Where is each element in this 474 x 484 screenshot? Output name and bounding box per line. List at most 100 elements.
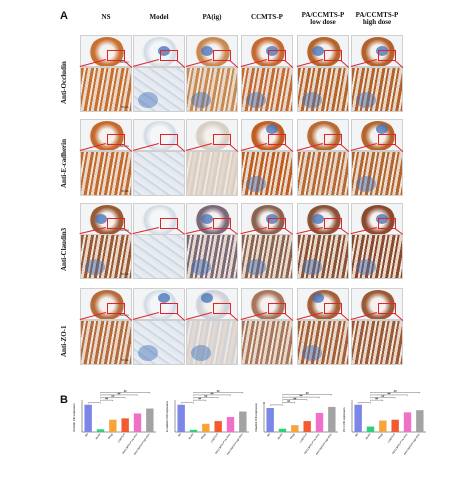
- zoom-region-box: [324, 50, 342, 61]
- hematoxylin-region: [201, 46, 213, 56]
- bar: [303, 421, 311, 432]
- magnified-micrograph: [186, 151, 238, 196]
- iod-bar-chart: Claudin3 IOD expression NS Model PA(ig) CCMT…: [252, 391, 344, 483]
- hematoxylin-region: [201, 293, 213, 303]
- bar: [146, 408, 154, 432]
- row-label: Anti-Occludin: [60, 60, 68, 104]
- significance-bracket: [100, 397, 126, 399]
- zoom-region-box: [213, 218, 231, 229]
- zoom-region-box: [268, 218, 286, 229]
- hematoxylin-region: [138, 345, 158, 361]
- overview-micrograph: [241, 119, 293, 151]
- magnified-micrograph: [297, 320, 349, 365]
- overview-micrograph: [241, 288, 293, 320]
- overview-micrograph: [351, 35, 403, 67]
- zoom-region-box: [378, 218, 396, 229]
- overview-micrograph: [351, 119, 403, 151]
- column-header-line: CCMTS-P: [251, 13, 283, 21]
- zoom-region-box: [268, 50, 286, 61]
- overview-micrograph: [297, 288, 349, 320]
- hematoxylin-region: [246, 259, 266, 275]
- overview-micrograph: [241, 203, 293, 235]
- magnified-micrograph: [241, 151, 293, 196]
- zoom-region-box: [324, 218, 342, 229]
- chart-svg: Claudin3 IOD expression NS Model PA(ig) CCMT…: [254, 391, 338, 456]
- significance-bracket: [282, 396, 320, 399]
- x-tick-label: NS: [355, 433, 360, 438]
- overview-micrograph: [133, 119, 185, 151]
- significance-bracket: [193, 399, 207, 402]
- hematoxylin-region: [356, 259, 376, 275]
- overview-micrograph: [297, 203, 349, 235]
- scale-bar-label: 500um: [119, 313, 129, 317]
- bar: [177, 404, 185, 432]
- column-header: CCMTS-P: [241, 14, 293, 21]
- magnified-micrograph: [186, 234, 238, 279]
- overview-micrograph: [297, 35, 349, 67]
- x-tick-label: NS: [178, 433, 183, 438]
- significance-marker: ##: [198, 397, 201, 401]
- zoom-region-box: [324, 134, 342, 145]
- hematoxylin-region: [312, 46, 324, 56]
- column-header: PA/CCMTS-P high dose: [351, 12, 403, 26]
- scale-bar-label: 500um: [119, 60, 129, 64]
- hematoxylin-region: [85, 259, 105, 275]
- y-axis-label: Claudin3 IOD expression: [254, 403, 258, 432]
- overview-micrograph: [351, 288, 403, 320]
- hematoxylin-region: [246, 176, 266, 192]
- hematoxylin-region: [356, 92, 376, 108]
- overview-micrograph: [351, 203, 403, 235]
- row-label: Anti-E-cadherin: [60, 138, 68, 188]
- y-axis-label: ZO-1 IOD expression: [342, 407, 346, 432]
- magnified-micrograph: 50um: [80, 67, 132, 112]
- magnified-micrograph: 50um: [80, 320, 132, 365]
- significance-bracket: [87, 402, 101, 404]
- axes: [81, 402, 156, 433]
- x-tick-label: Model: [95, 432, 101, 439]
- hematoxylin-region: [312, 293, 324, 303]
- bar: [109, 419, 117, 432]
- row-label: Anti-ZO-1: [60, 325, 68, 357]
- hematoxylin-region: [356, 176, 376, 192]
- bar: [189, 429, 198, 432]
- x-tick-label: Model: [188, 432, 194, 439]
- hematoxylin-region: [302, 92, 322, 108]
- significance-marker: ##: [306, 391, 309, 395]
- x-tick-label: NS: [85, 433, 90, 438]
- column-header-line: PA/CCMTS-P: [355, 11, 399, 19]
- hematoxylin-region: [201, 214, 213, 224]
- hematoxylin-region: [158, 46, 170, 56]
- hematoxylin-region: [191, 345, 211, 361]
- iod-bar-chart: Occludin IOD expression NS Model PA(ig) CCMT…: [70, 389, 162, 483]
- significance-bracket: [100, 399, 114, 402]
- bar: [278, 428, 287, 432]
- zoom-region-box: [160, 134, 178, 145]
- axes: [174, 402, 249, 433]
- bar: [379, 420, 387, 432]
- bar: [366, 426, 375, 432]
- significance-marker: ##: [204, 394, 207, 398]
- bar: [416, 410, 424, 432]
- overview-micrograph: [133, 35, 185, 67]
- significance-marker: **: [263, 402, 265, 406]
- bar: [133, 413, 142, 432]
- hematoxylin-region: [376, 124, 388, 134]
- bar: [226, 417, 235, 432]
- significance-marker: ##: [381, 394, 384, 398]
- significance-bracket: [193, 394, 231, 396]
- zoom-region-box: [378, 303, 396, 314]
- zoom-region-box: [213, 50, 231, 61]
- bar: [291, 425, 299, 432]
- overview-micrograph: [186, 288, 238, 320]
- row-label: Anti-Claudin3: [60, 227, 68, 271]
- bar: [266, 408, 274, 432]
- bar: [354, 404, 362, 432]
- overview-micrograph: [297, 119, 349, 151]
- scale-bar-label: 50um: [121, 358, 129, 362]
- significance-marker: ##: [293, 396, 296, 400]
- magnified-micrograph: [351, 234, 403, 279]
- significance-bracket: [357, 402, 371, 404]
- significance-marker: **: [351, 399, 353, 403]
- zoom-region-box: [107, 50, 125, 61]
